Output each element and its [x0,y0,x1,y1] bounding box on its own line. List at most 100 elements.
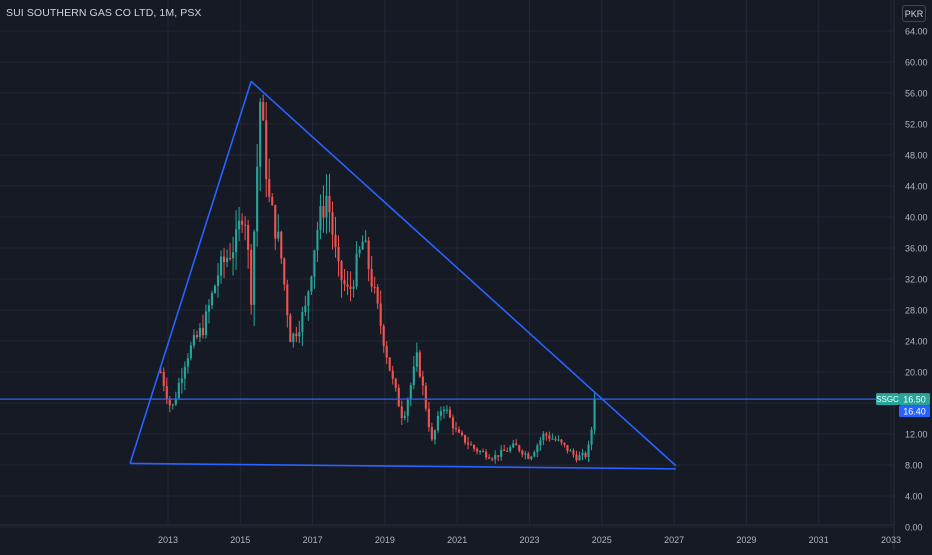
candle-body [159,372,162,373]
candle-body [439,411,442,416]
candle-body [470,444,473,446]
candle-body [286,284,289,316]
candle-body [222,256,226,263]
y-tick-label: 60.00 [905,58,928,68]
candle-body [554,438,557,441]
x-tick-label: 2027 [664,535,684,545]
candle-body [307,291,310,306]
candle-body [421,376,424,386]
candle-body [352,286,355,289]
y-tick-label: 4.00 [905,492,923,502]
candle-body [189,345,192,359]
candle-body [457,429,461,433]
candle-body [195,335,198,338]
candle-body [530,456,533,459]
candle-body [503,449,506,451]
candle-body [376,286,379,304]
candle-body [180,378,183,383]
candle-body [479,451,482,453]
y-tick-label: 24.00 [905,337,928,347]
line-price-label: 16.40 [903,407,926,417]
candle-body [162,372,165,387]
price-axis[interactable]: 0.004.008.0012.0016.0020.0024.0028.0032.… [905,27,928,533]
candle-body [186,358,189,367]
candle-body [548,435,551,439]
time-axis[interactable]: 2013 2015 2017 2019 2021 2023 2025 2027 2029 2031… [158,535,901,545]
candle-body [463,435,467,443]
candle-body [192,335,195,346]
drawing-layer[interactable] [0,80,894,470]
y-tick-label: 40.00 [905,213,928,223]
candle-body [165,386,168,399]
candle-body [466,442,470,445]
candle-body [418,352,421,377]
candle-body [388,357,391,371]
candle-body [204,311,208,336]
candle-body [442,409,445,412]
candle-body [171,404,174,406]
candle-body [482,451,485,453]
x-tick-label: 2031 [809,535,829,545]
candle-body [349,286,352,289]
price-labels: SSGC 16.50 16.40 [876,393,930,418]
y-tick-label: 0.00 [905,523,923,533]
candle-body [542,433,545,441]
candle-body [213,285,217,293]
candle-body [256,166,259,232]
candle-body [587,444,590,458]
y-tick-label: 64.00 [905,27,928,37]
candle-body [292,333,295,343]
candle-body [177,382,180,399]
candle-body [533,452,536,457]
candle-body [397,387,400,407]
symbol-title[interactable]: SUI SOUTHERN GAS CO LTD, 1M, PSX [6,7,202,19]
candle-body [183,366,186,379]
candle-body [219,256,223,276]
candle-body [551,438,554,440]
candle-body [497,455,500,457]
candle-body [283,258,286,285]
candle-body [207,305,211,312]
candle-body [379,303,382,327]
candle-body [322,206,325,218]
candle-body [485,451,488,458]
candle-body [225,257,229,263]
x-tick-label: 2023 [519,535,539,545]
candle-body [476,448,479,452]
y-tick-label: 32.00 [905,275,928,285]
trend-line[interactable] [250,80,677,467]
candle-body [445,409,449,411]
candle-body [433,430,436,440]
currency-button[interactable]: PKR [902,5,926,22]
candle-body [198,327,201,338]
candle-body [337,246,340,262]
candle-body [427,408,430,428]
y-tick-label: 8.00 [905,461,923,471]
candle-body [238,220,241,230]
candle-body [515,443,518,446]
candle-body [460,432,464,436]
candle-body [409,385,412,400]
candle-body [361,241,364,250]
candle-body [593,399,596,430]
candle-layer[interactable] [159,94,596,464]
candle-body [451,417,455,429]
candle-body [569,450,572,452]
candle-body [539,440,542,446]
candle-body [412,366,415,386]
candle-body [578,455,581,461]
y-tick-label: 12.00 [905,430,928,440]
candle-body [244,224,247,226]
trend-line[interactable] [130,462,676,470]
candle-body [527,453,530,459]
x-tick-label: 2033 [881,535,901,545]
candle-body [545,433,548,436]
candle-body [259,101,262,167]
candle-body [403,415,406,418]
candle-body [430,427,433,440]
candle-body [310,276,313,292]
y-tick-label: 48.00 [905,151,928,161]
candle-body [581,452,584,456]
candle-body [268,179,271,197]
